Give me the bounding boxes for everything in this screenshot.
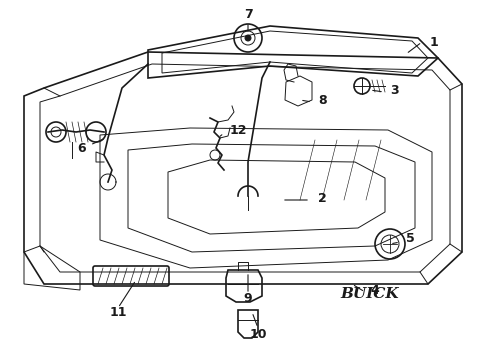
Text: 1: 1 xyxy=(430,36,439,49)
Text: 11: 11 xyxy=(109,306,127,319)
Text: 8: 8 xyxy=(318,94,327,107)
Text: 9: 9 xyxy=(244,292,252,305)
Text: 7: 7 xyxy=(244,8,252,21)
Text: 3: 3 xyxy=(390,84,399,96)
Text: 5: 5 xyxy=(406,231,415,244)
Circle shape xyxy=(245,35,251,41)
Text: 6: 6 xyxy=(78,141,86,154)
Text: BUICK: BUICK xyxy=(340,287,399,301)
Text: 10: 10 xyxy=(249,328,267,341)
Text: 2: 2 xyxy=(318,192,327,204)
Text: 12: 12 xyxy=(230,123,247,136)
Text: 4: 4 xyxy=(370,284,379,297)
